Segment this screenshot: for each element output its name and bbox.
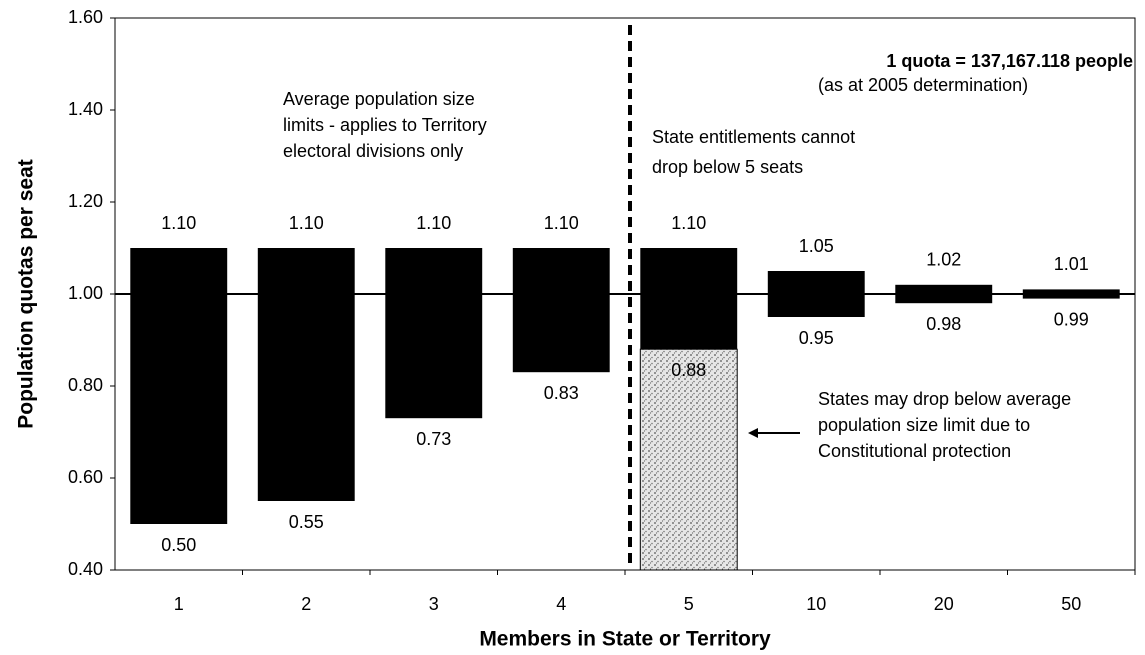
annotation: drop below 5 seats: [652, 157, 803, 177]
value-label: 0.55: [289, 512, 324, 532]
value-label: 0.95: [799, 328, 834, 348]
y-tick-label: 1.00: [68, 283, 103, 303]
value-label: 1.10: [416, 213, 451, 233]
y-tick-label: 1.40: [68, 99, 103, 119]
x-tick-label: 2: [301, 594, 311, 614]
bar: [385, 248, 483, 419]
x-tick-label: 20: [934, 594, 954, 614]
bar: [640, 248, 738, 350]
annotation: Constitutional protection: [818, 441, 1011, 461]
bar: [512, 248, 610, 373]
value-label: 1.01: [1054, 254, 1089, 274]
value-label: 1.10: [544, 213, 579, 233]
value-label: 0.50: [161, 535, 196, 555]
x-tick-label: 4: [556, 594, 566, 614]
arrow-head: [748, 428, 758, 438]
y-tick-label: 1.20: [68, 191, 103, 211]
value-label: 1.10: [161, 213, 196, 233]
y-tick-label: 0.80: [68, 375, 103, 395]
value-label: 0.98: [926, 314, 961, 334]
value-label: 1.02: [926, 250, 961, 270]
value-label: 0.83: [544, 383, 579, 403]
value-label: 0.88: [671, 360, 706, 380]
y-tick-label: 0.60: [68, 467, 103, 487]
annotation: (as at 2005 determination): [818, 75, 1028, 95]
x-tick-label: 10: [806, 594, 826, 614]
x-tick-label: 1: [174, 594, 184, 614]
x-tick-label: 50: [1061, 594, 1081, 614]
annotation: 1 quota = 137,167.118 people: [886, 51, 1133, 71]
annotation: States may drop below average: [818, 389, 1071, 409]
value-label: 1.10: [671, 213, 706, 233]
x-tick-label: 5: [684, 594, 694, 614]
annotation: population size limit due to: [818, 415, 1030, 435]
x-axis-title: Members in State or Territory: [479, 628, 771, 651]
value-label: 0.99: [1054, 309, 1089, 329]
bar: [257, 248, 355, 501]
annotation: Average population size: [283, 89, 475, 109]
y-axis-title: Population quotas per seat: [15, 159, 38, 429]
x-tick-label: 3: [429, 594, 439, 614]
annotation: electoral divisions only: [283, 141, 463, 161]
y-tick-label: 0.40: [68, 559, 103, 579]
y-tick-label: 1.60: [68, 7, 103, 27]
below-bar: [639, 348, 738, 571]
value-label: 1.10: [289, 213, 324, 233]
annotation: State entitlements cannot: [652, 127, 855, 147]
value-label: 0.73: [416, 429, 451, 449]
bar: [130, 248, 228, 524]
annotation: limits - applies to Territory: [283, 115, 487, 135]
value-label: 1.05: [799, 236, 834, 256]
